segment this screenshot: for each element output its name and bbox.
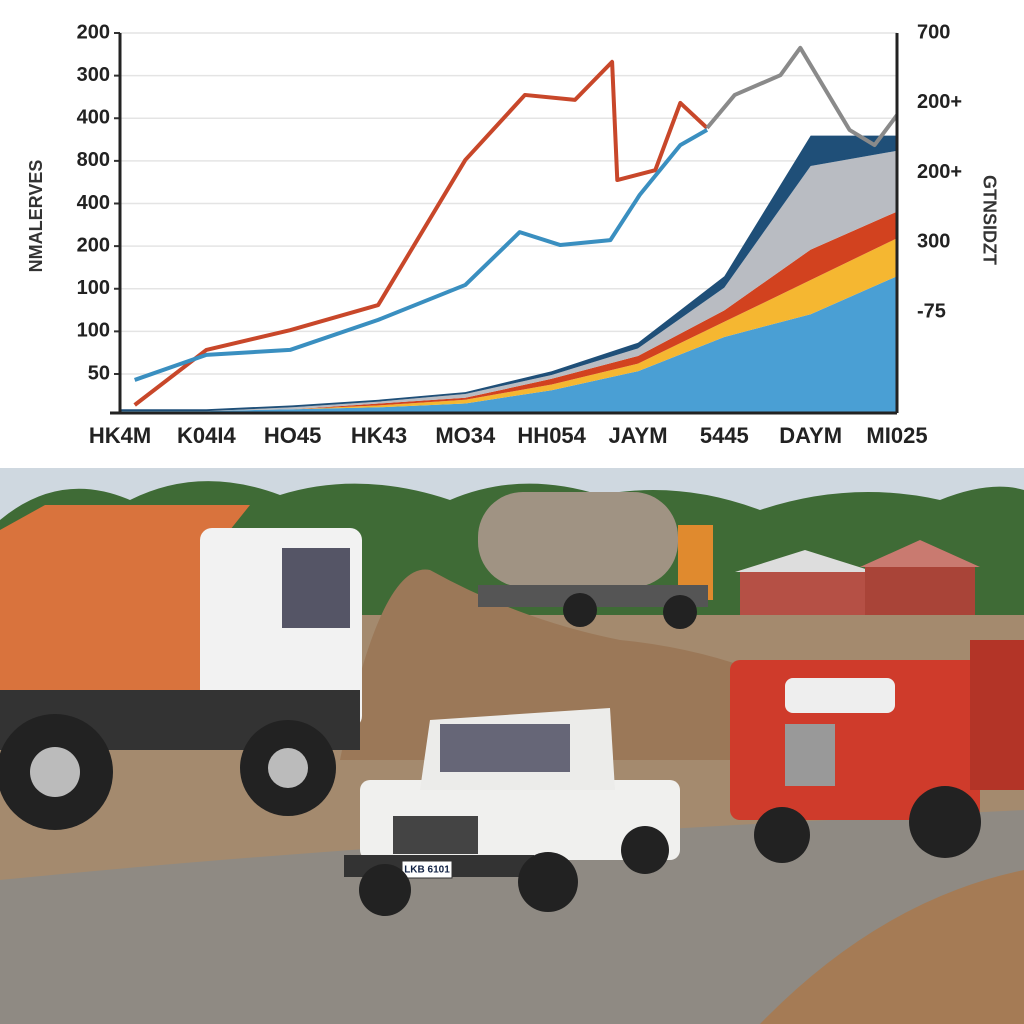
- x-tick-label: HH054: [517, 423, 586, 448]
- grille: [785, 724, 835, 786]
- y-tick-label: 400: [77, 192, 110, 214]
- x-tick-label: 5445: [700, 423, 749, 448]
- road: [0, 810, 1024, 1024]
- line: [133, 59, 709, 407]
- wheel: [663, 595, 697, 629]
- red-truck-body: [970, 640, 1024, 790]
- dump-body: [0, 505, 250, 690]
- dirt-pile: [760, 870, 1024, 1024]
- y2-tick-label: 200+: [917, 161, 962, 183]
- y2-tick-label: 300: [917, 231, 950, 253]
- x-tick-label: JAYM: [608, 423, 667, 448]
- wheel: [754, 807, 810, 863]
- roof: [860, 540, 980, 567]
- line: [705, 45, 899, 148]
- x-tick-label: DAYM: [779, 423, 842, 448]
- x-tick-label: HK4M: [89, 423, 151, 448]
- wheel: [621, 826, 669, 874]
- license-plate: [401, 860, 453, 879]
- y-tick-label: 400: [77, 107, 110, 129]
- stacked-area: [120, 150, 897, 412]
- y2-tick-label: -75: [917, 300, 946, 322]
- windshield: [440, 724, 570, 772]
- y-tick-label: 100: [77, 277, 110, 299]
- y-tick-label: 200: [77, 21, 110, 43]
- photo: LKB 6101: [0, 468, 1024, 1024]
- hub: [30, 747, 80, 797]
- stacked-area: [120, 211, 897, 412]
- y-tick-label: 200: [77, 234, 110, 256]
- y-tick-label: 800: [77, 149, 110, 171]
- y2-tick-label: 200+: [917, 91, 962, 113]
- x-tick-label: MO34: [435, 423, 496, 448]
- y-tick-label: 300: [77, 64, 110, 86]
- stacked-area: [120, 135, 897, 412]
- y-axis-title: NMALERVES: [26, 160, 46, 273]
- y2-tick-label: 700: [917, 21, 950, 43]
- load: [785, 678, 895, 713]
- wheel: [563, 593, 597, 627]
- wheel: [359, 864, 411, 916]
- x-tick-label: K04I4: [177, 423, 236, 448]
- y-tick-label: 100: [77, 320, 110, 342]
- house: [865, 565, 975, 615]
- line: [134, 128, 709, 382]
- house: [740, 570, 870, 615]
- y2-axis-title: GTNSIDZT: [979, 175, 999, 265]
- grille: [393, 816, 478, 854]
- stacked-area: [120, 238, 897, 412]
- hub: [268, 748, 308, 788]
- x-tick-label: HO45: [264, 423, 321, 448]
- chart: NMALERVES GTNSIDZT 200 300 400 800 400 200 100…: [0, 0, 1024, 468]
- tanker-chassis: [478, 585, 708, 607]
- plate-text: LKB 6101: [404, 865, 450, 876]
- window: [282, 548, 350, 628]
- x-tick-label: MI025: [866, 423, 927, 448]
- stacked-area: [120, 276, 897, 413]
- x-tick-label: HK43: [351, 423, 407, 448]
- wheel: [909, 786, 981, 858]
- tanker-tank: [478, 492, 678, 587]
- y-tick-label: 50: [88, 362, 110, 384]
- roof: [735, 550, 875, 572]
- wheel: [518, 852, 578, 912]
- dirt-pile: [340, 569, 800, 760]
